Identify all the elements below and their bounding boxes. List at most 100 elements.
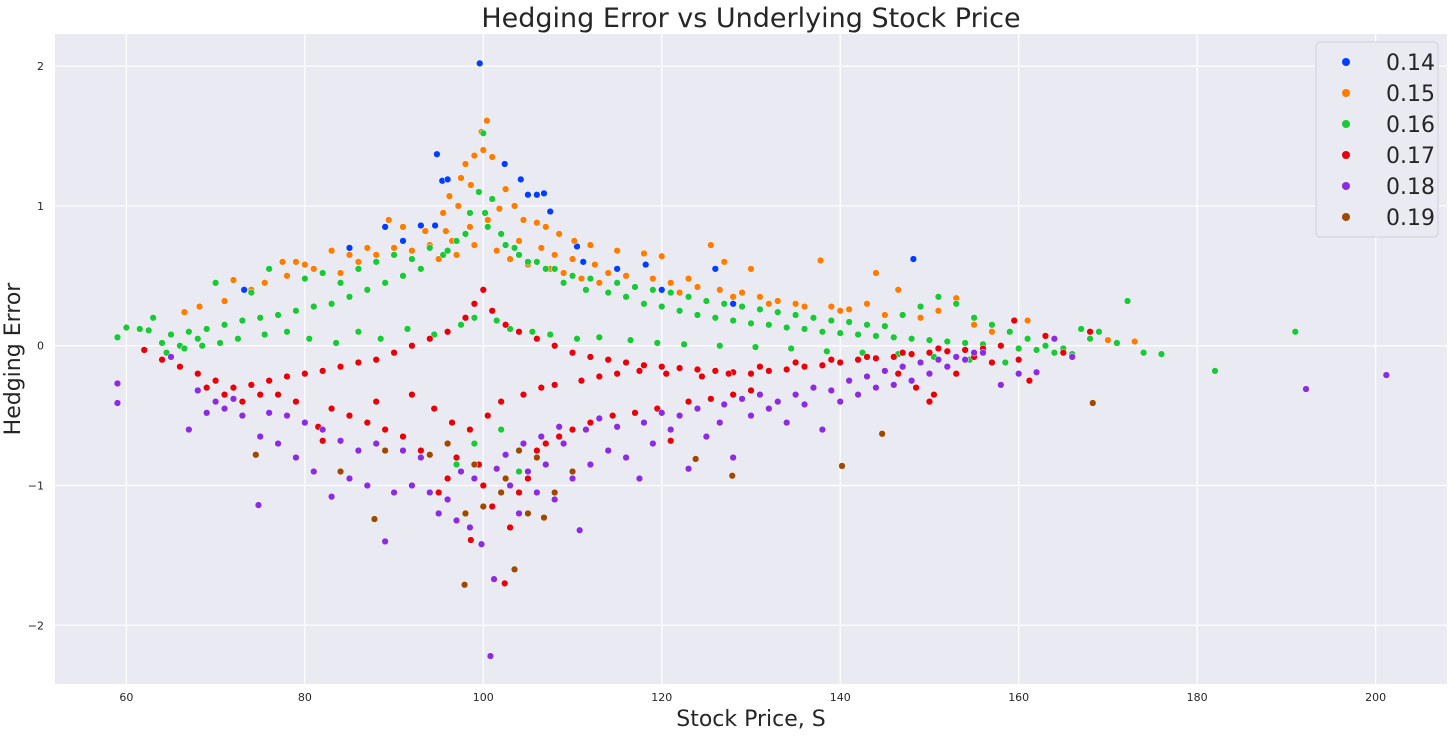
data-point (238, 397, 247, 406)
data-point (194, 386, 202, 395)
data-point (836, 397, 844, 406)
data-point (540, 189, 548, 198)
data-point (265, 377, 273, 385)
data-point (756, 293, 764, 301)
data-point (827, 356, 835, 364)
data-point (693, 404, 702, 413)
data-point (1089, 399, 1097, 407)
data-point (1086, 328, 1094, 336)
data-point (363, 418, 371, 427)
data-point (838, 462, 846, 470)
data-point (506, 255, 514, 263)
data-points (113, 59, 1390, 660)
data-point (443, 175, 452, 184)
data-point (836, 358, 844, 367)
data-point (577, 377, 586, 385)
data-point (729, 300, 737, 308)
data-point (461, 314, 470, 322)
data-point (301, 418, 309, 427)
data-point (613, 279, 621, 287)
x-tick-label: 160 (1008, 691, 1029, 704)
data-point (716, 286, 724, 294)
data-point (1006, 328, 1014, 336)
data-point (622, 358, 630, 367)
data-point (894, 286, 902, 294)
data-point (756, 363, 764, 371)
data-point (261, 330, 269, 339)
data-point (417, 265, 425, 273)
data-point (484, 216, 492, 224)
data-point (533, 191, 541, 199)
data-point (194, 370, 202, 378)
data-point (479, 146, 487, 154)
data-point (961, 339, 969, 347)
data-point (899, 349, 907, 357)
data-point (1077, 325, 1085, 333)
data-point (642, 260, 650, 269)
data-point (524, 467, 532, 476)
data-point (443, 328, 452, 336)
data-point (542, 439, 550, 448)
data-point (345, 474, 354, 483)
data-point (586, 353, 595, 361)
data-point (261, 279, 269, 287)
data-point (145, 326, 153, 334)
data-point (488, 502, 496, 511)
data-point (586, 274, 595, 283)
data-point (203, 325, 211, 333)
data-point (1050, 335, 1059, 343)
data-point (265, 265, 273, 273)
data-point (881, 311, 889, 319)
data-point (390, 251, 398, 259)
data-point (417, 221, 425, 230)
data-point (113, 399, 122, 407)
data-point (1131, 337, 1139, 346)
data-point (747, 411, 755, 420)
data-point (640, 418, 648, 427)
data-point (684, 397, 693, 406)
data-point (631, 409, 639, 417)
data-point (426, 488, 434, 497)
data-point (211, 397, 220, 406)
data-point (510, 202, 519, 210)
data-point (510, 565, 519, 574)
data-point (408, 481, 416, 490)
data-point (970, 321, 978, 329)
data-point (336, 437, 345, 445)
data-point (180, 344, 189, 353)
data-point (501, 241, 510, 249)
data-point (890, 381, 898, 389)
data-point (568, 255, 577, 263)
data-point (256, 314, 264, 322)
data-point (524, 509, 532, 518)
data-point (756, 390, 764, 399)
data-point (738, 395, 746, 403)
data-point (501, 185, 510, 193)
data-point (354, 265, 363, 273)
data-point (1032, 368, 1041, 376)
data-point (238, 411, 247, 420)
data-point (729, 316, 737, 325)
data-point (319, 269, 327, 277)
data-point (167, 353, 175, 361)
data-point (1010, 316, 1018, 325)
data-point (310, 302, 318, 311)
data-point (470, 460, 479, 469)
data-point (925, 336, 934, 344)
data-point (220, 404, 229, 413)
data-point (515, 251, 523, 259)
data-point (524, 474, 532, 483)
data-point (1068, 353, 1076, 361)
data-point (979, 349, 987, 357)
data-point (774, 308, 782, 316)
data-point (693, 311, 702, 319)
data-point (595, 333, 603, 341)
data-point (854, 330, 862, 339)
data-point (613, 265, 621, 273)
data-point (381, 537, 389, 546)
data-point (452, 460, 461, 469)
data-point (970, 349, 978, 357)
data-point (256, 432, 264, 441)
data-point (430, 404, 438, 413)
data-point (675, 364, 684, 372)
